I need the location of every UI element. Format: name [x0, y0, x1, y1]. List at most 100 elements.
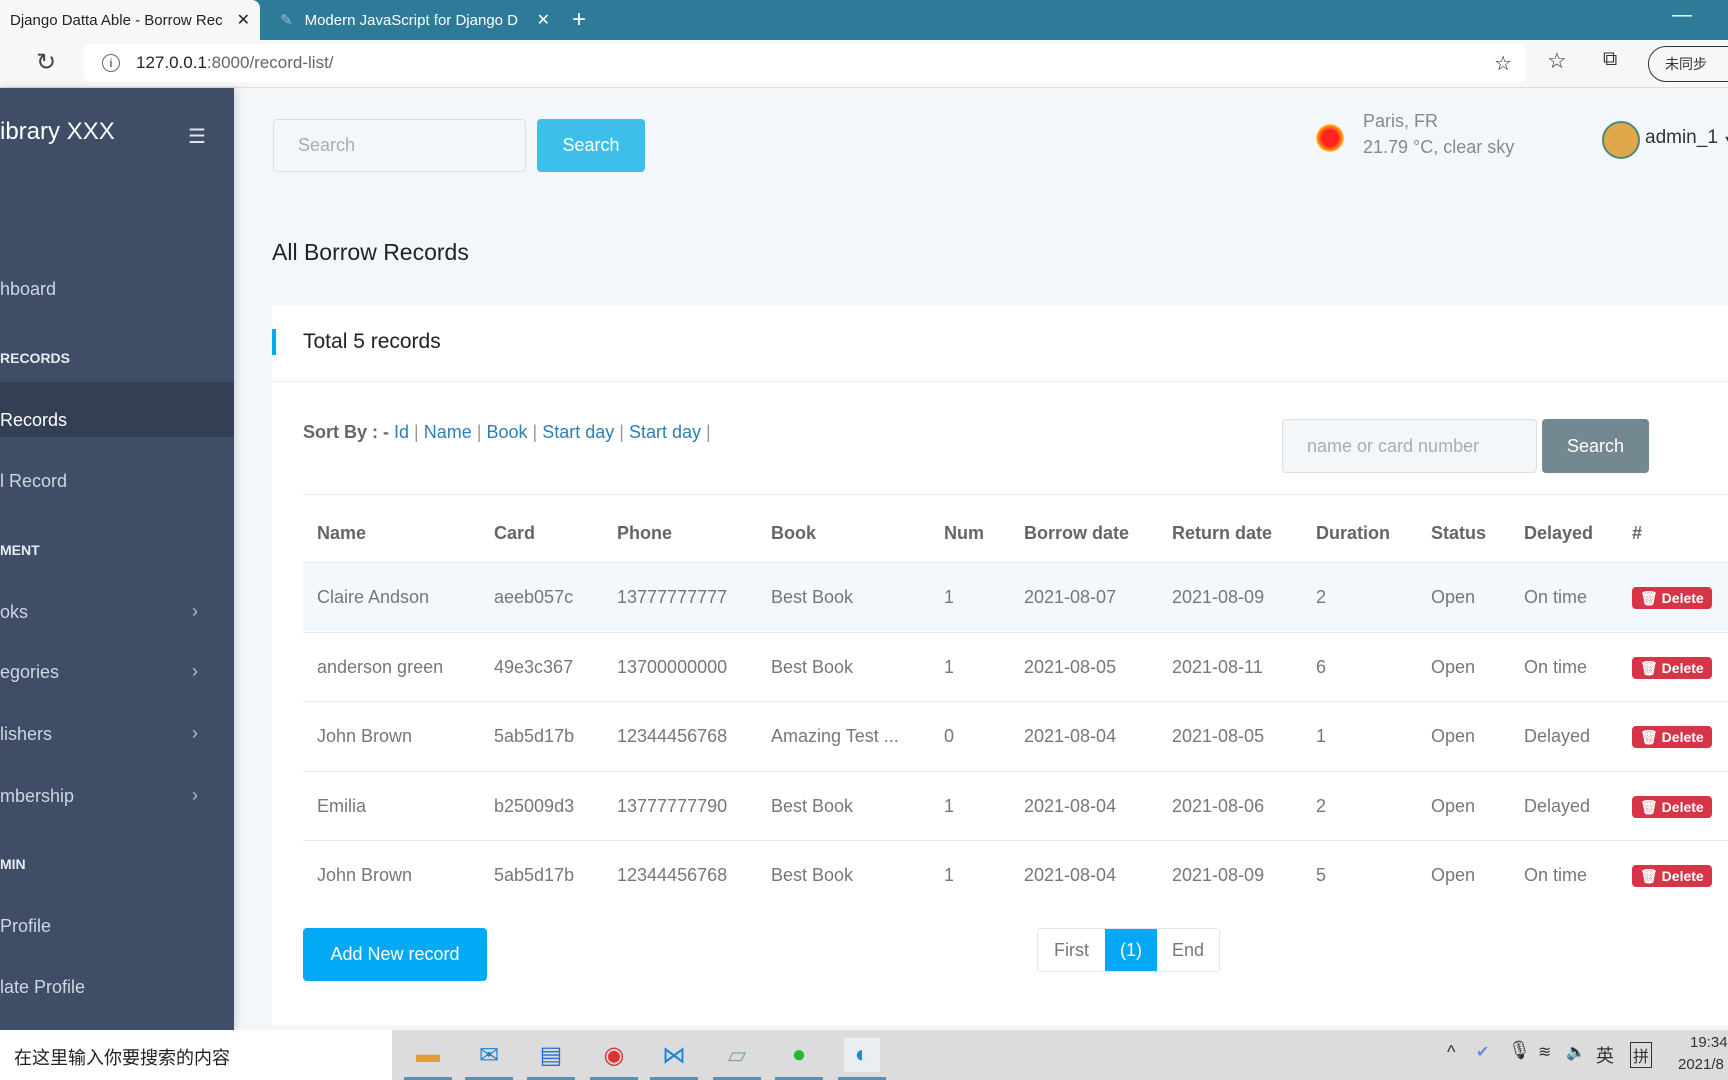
file-explorer-icon[interactable]: ▬: [404, 1038, 452, 1080]
sort-link[interactable]: Start day: [542, 422, 615, 442]
ime-language[interactable]: 英: [1596, 1046, 1614, 1066]
delete-button[interactable]: 🗑 Delete: [1632, 795, 1712, 818]
sidebar-section-header: MENT: [0, 542, 40, 558]
close-tab-icon[interactable]: ✕: [236, 12, 250, 29]
tray-app-icon[interactable]: ✔: [1476, 1044, 1490, 1061]
delete-button[interactable]: 🗑 Delete: [1632, 726, 1712, 748]
table-cell: 2021-08-09: [1172, 587, 1265, 607]
table-cell: Emilia: [317, 795, 367, 816]
sort-label: Sort By : -: [303, 422, 390, 442]
delete-button[interactable]: 🗑 Delete: [1632, 587, 1712, 609]
new-tab-icon[interactable]: +: [572, 6, 587, 33]
table-cell: Open: [1431, 587, 1476, 607]
table-cell: Delayed: [1524, 726, 1591, 746]
trash-icon: 🗑: [1640, 868, 1662, 884]
table-cell: John Brown: [317, 726, 413, 746]
avatar[interactable]: [1602, 121, 1640, 159]
sidebar-item[interactable]: hboard: [0, 279, 57, 299]
url-field[interactable]: i 127.0.0.1:8000/record-list/ ☆: [84, 44, 1526, 82]
table-cell: 1: [944, 656, 955, 677]
mail-icon[interactable]: ✉: [465, 1038, 513, 1080]
wechat-icon[interactable]: ●: [775, 1038, 823, 1080]
taskbar-search[interactable]: 在这里输入你要搜索的内容: [0, 1030, 392, 1080]
card-title: Total 5 records: [303, 330, 441, 353]
table-cell: b25009d3: [494, 795, 575, 816]
top-search-input[interactable]: Search: [273, 119, 526, 172]
chrome-icon[interactable]: ◉: [590, 1038, 638, 1080]
sort-link[interactable]: Id: [394, 422, 410, 442]
minimize-icon[interactable]: —: [1672, 4, 1692, 26]
column-header: Num: [944, 523, 984, 543]
user-menu[interactable]: admin_1 ▼: [1645, 127, 1728, 149]
column-header: Return date: [1172, 523, 1273, 543]
filter-search-button[interactable]: Search: [1542, 419, 1649, 473]
sidebar-item[interactable]: oks: [0, 602, 29, 622]
delete-label: Delete: [1661, 590, 1704, 606]
table-cell: Open: [1431, 726, 1476, 746]
collections-icon[interactable]: ⧉: [1603, 48, 1618, 70]
delete-label: Delete: [1661, 729, 1704, 745]
sidebar-item[interactable]: late Profile: [0, 977, 86, 997]
sort-link[interactable]: Book: [486, 422, 528, 442]
table-row: John Brown 5ab5d17b 12344456768 Amazing Tes…: [303, 701, 1728, 770]
delete-button[interactable]: 🗑 Delete: [1632, 865, 1712, 887]
table-cell: 0: [944, 726, 955, 746]
table-cell: Best Book: [771, 865, 854, 885]
top-search-button[interactable]: Search: [537, 119, 645, 172]
sort-link[interactable]: Name: [423, 422, 472, 442]
sort-link[interactable]: Start day: [628, 422, 701, 442]
column-header: Borrow date: [1024, 523, 1130, 543]
table-cell: 2021-08-06: [1172, 795, 1265, 816]
sidebar-item[interactable]: mbership: [0, 786, 75, 806]
title-accent: [272, 329, 276, 355]
ime-mode[interactable]: 拼: [1630, 1042, 1653, 1068]
sidebar-item[interactable]: Profile: [0, 916, 52, 936]
notepad-icon[interactable]: ▱: [713, 1038, 761, 1080]
refresh-icon[interactable]: ↻: [36, 49, 57, 76]
clock-date[interactable]: 2021/8: [1678, 1056, 1724, 1073]
table-cell: Amazing Test ...: [771, 726, 899, 746]
column-header: Delayed: [1524, 523, 1594, 543]
wifi-icon[interactable]: ≋: [1538, 1044, 1552, 1061]
tab-borrow-records[interactable]: Django Datta Able - Borrow Rec ✕: [0, 0, 260, 40]
table-cell: 13777777790: [617, 795, 728, 816]
tray-expand-icon[interactable]: ^: [1447, 1042, 1456, 1062]
sidebar-item[interactable]: lishers: [0, 724, 53, 744]
clock-time[interactable]: 19:34: [1690, 1034, 1728, 1051]
tab-modern-javascript[interactable]: ✎ Modern JavaScript for Django D ✕: [270, 0, 560, 40]
sidebar-section-header: RECORDS: [0, 350, 71, 366]
divider: [272, 381, 1728, 382]
sidebar-item[interactable]: egories: [0, 662, 60, 682]
vscode-icon[interactable]: ⋈: [650, 1038, 698, 1080]
table-cell: Open: [1431, 795, 1476, 816]
trash-icon: 🗑: [1640, 729, 1662, 745]
close-tab-icon[interactable]: ✕: [536, 12, 550, 29]
weather-description: 21.79 °C, clear sky: [1363, 137, 1515, 157]
page-first[interactable]: First: [1054, 939, 1089, 960]
sync-label: 未同步: [1665, 56, 1707, 72]
add-new-record-button[interactable]: Add New record: [303, 928, 487, 981]
sidebar-item[interactable]: l Record: [0, 471, 68, 491]
add-favorite-icon[interactable]: ☆: [1494, 52, 1512, 75]
delete-label: Delete: [1661, 798, 1704, 815]
contacts-icon[interactable]: ▤: [527, 1038, 575, 1080]
table-cell: Delayed: [1524, 795, 1591, 816]
table-cell: Open: [1431, 656, 1476, 677]
menu-toggle-icon[interactable]: ☰: [188, 126, 206, 148]
sidebar-item[interactable]: Records: [0, 410, 68, 430]
trash-icon: 🗑: [1640, 590, 1662, 606]
delete-button[interactable]: 🗑 Delete: [1632, 656, 1712, 679]
sync-button[interactable]: 未同步: [1648, 46, 1728, 82]
weather-city: Paris, FR: [1363, 111, 1439, 131]
microphone-icon[interactable]: 🎙: [1508, 1040, 1531, 1060]
page-current[interactable]: (1): [1105, 929, 1157, 971]
table-cell: On time: [1524, 656, 1588, 677]
favorites-icon[interactable]: ☆: [1547, 48, 1567, 73]
table-cell: On time: [1524, 587, 1588, 607]
filter-input[interactable]: name or card number: [1282, 419, 1537, 473]
edge-icon[interactable]: ◐: [838, 1038, 886, 1080]
table-cell: 5ab5d17b: [494, 865, 575, 885]
page-end[interactable]: End: [1171, 939, 1205, 960]
table-cell: John Brown: [317, 865, 413, 885]
volume-icon[interactable]: 🔈: [1566, 1044, 1586, 1061]
